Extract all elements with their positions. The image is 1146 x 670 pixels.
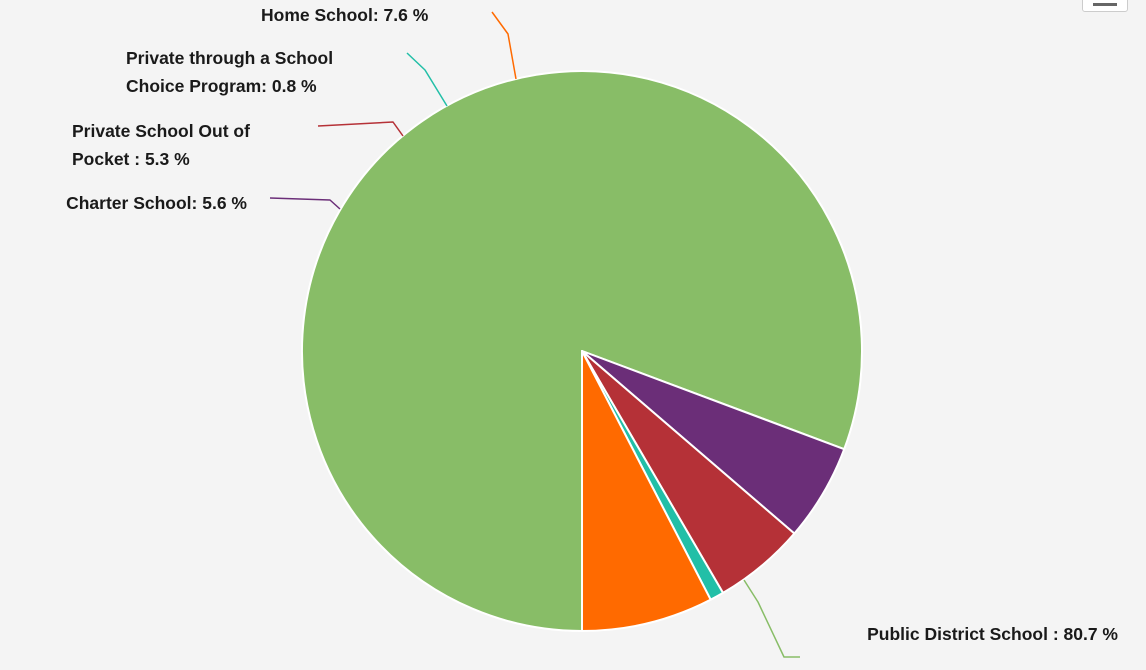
labels-layer: Public District School : 80.7 % Charter S… (66, 5, 1118, 644)
connector-charter-school (269, 197, 341, 210)
connector-home-school (491, 11, 517, 80)
connector-public-district-school (743, 579, 800, 658)
slice-home-school[interactable] (581, 350, 712, 632)
data-label-private-through-a-school-choice-program: Private through a School Choice Program: … (126, 48, 333, 96)
slice-public-district-school[interactable] (301, 70, 863, 632)
menu-icon (1093, 3, 1117, 6)
connectors-layer (269, 11, 800, 658)
data-label-private-school-out-of-pocket: Private School Out of Pocket : 5.3 % (72, 121, 250, 169)
connector-private-school-out-of-pocket (317, 121, 404, 137)
slices-layer (301, 70, 863, 632)
data-label-home-school: Home School: 7.6 % (261, 5, 429, 25)
data-label-charter-school: Charter School: 5.6 % (66, 193, 247, 213)
chart-menu-button[interactable] (1082, 0, 1128, 12)
connector-private-through-a-school-choice-program (406, 52, 448, 107)
data-label-public-district-school: Public District School : 80.7 % (867, 624, 1118, 644)
